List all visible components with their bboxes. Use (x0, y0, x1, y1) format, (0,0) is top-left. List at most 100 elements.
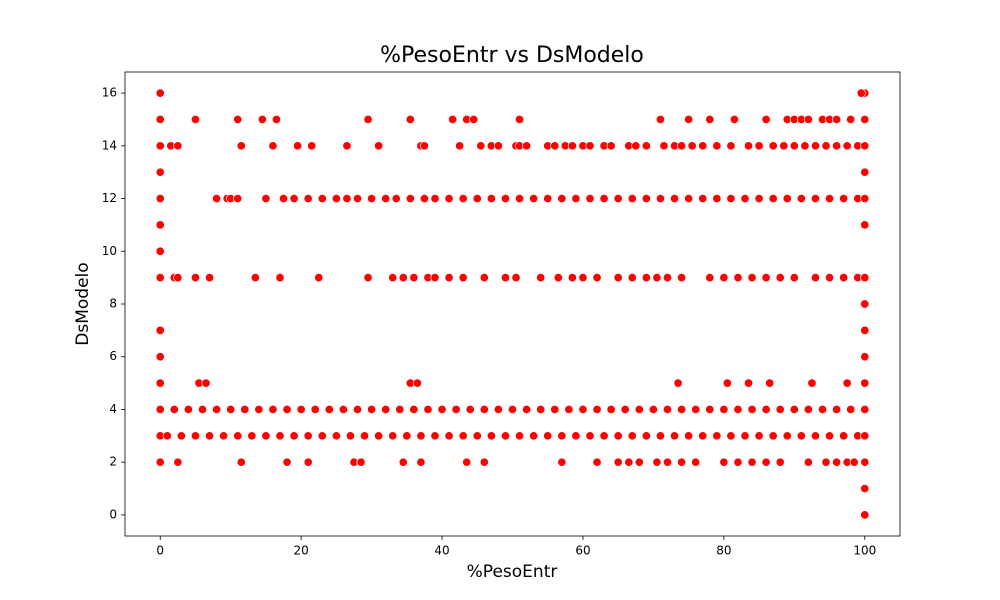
point (860, 167, 870, 177)
point (363, 273, 373, 283)
point (479, 457, 489, 467)
point (789, 273, 799, 283)
point (754, 193, 764, 204)
y-tick-label: 4 (109, 402, 117, 416)
point (824, 193, 835, 204)
point (402, 431, 412, 441)
point (684, 431, 694, 441)
point (462, 457, 472, 467)
point (691, 404, 701, 415)
point (296, 404, 306, 415)
point (155, 167, 165, 177)
point (860, 404, 870, 415)
point (860, 325, 870, 335)
point (197, 404, 208, 415)
point (155, 88, 165, 98)
point (585, 431, 595, 441)
point (190, 273, 201, 283)
point (405, 193, 415, 204)
point (768, 193, 778, 204)
point (314, 273, 324, 283)
point (261, 193, 271, 204)
point (768, 431, 778, 441)
point (176, 431, 186, 441)
point (719, 457, 729, 467)
point (712, 193, 722, 204)
point (796, 431, 806, 441)
point (522, 404, 532, 415)
point (578, 273, 588, 283)
point (486, 193, 496, 204)
point (416, 431, 426, 441)
point (677, 141, 687, 151)
point (388, 431, 398, 441)
point (705, 114, 715, 125)
point (254, 404, 264, 415)
point (303, 193, 313, 204)
point (761, 273, 771, 283)
point (662, 273, 673, 283)
point (613, 431, 623, 441)
point (641, 193, 651, 204)
point (430, 431, 440, 441)
point (173, 457, 183, 467)
point (226, 404, 236, 415)
point (271, 114, 282, 125)
point (493, 141, 503, 151)
point (219, 431, 229, 441)
chart-title: %PesoEntr vs DsModelo (380, 43, 644, 68)
point (331, 193, 341, 204)
x-tick-label: 60 (575, 544, 590, 558)
point (162, 431, 172, 441)
point (155, 114, 165, 125)
point (740, 193, 750, 204)
point (631, 141, 641, 151)
point (669, 193, 680, 204)
point (733, 273, 743, 283)
point (405, 114, 415, 125)
point (275, 273, 285, 283)
point (641, 273, 651, 283)
point (423, 404, 433, 415)
point (698, 431, 708, 441)
point (250, 273, 260, 283)
point (789, 141, 799, 151)
point (860, 431, 870, 441)
point (419, 141, 429, 151)
point (613, 273, 623, 283)
point (479, 404, 489, 415)
point (155, 273, 165, 283)
point (662, 457, 673, 467)
point (860, 378, 870, 388)
point (860, 273, 870, 283)
point (832, 457, 842, 467)
point (810, 431, 821, 441)
point (705, 273, 715, 283)
point (155, 246, 165, 256)
point (641, 431, 651, 441)
point (729, 114, 739, 125)
point (486, 431, 496, 441)
point (201, 378, 211, 388)
point (342, 141, 352, 151)
point (444, 273, 454, 283)
point (747, 404, 757, 415)
point (173, 141, 183, 151)
point (455, 141, 465, 151)
point (352, 193, 363, 204)
point (409, 404, 419, 415)
point (733, 404, 743, 415)
point (571, 193, 581, 204)
point (550, 141, 560, 151)
point (832, 141, 842, 151)
point (472, 431, 482, 441)
point (557, 431, 567, 441)
point (212, 193, 222, 204)
point (849, 457, 859, 467)
x-axis-label: %PesoEntr (467, 562, 558, 582)
point (155, 457, 165, 467)
point (722, 378, 732, 388)
point (345, 431, 356, 441)
point (155, 352, 165, 362)
